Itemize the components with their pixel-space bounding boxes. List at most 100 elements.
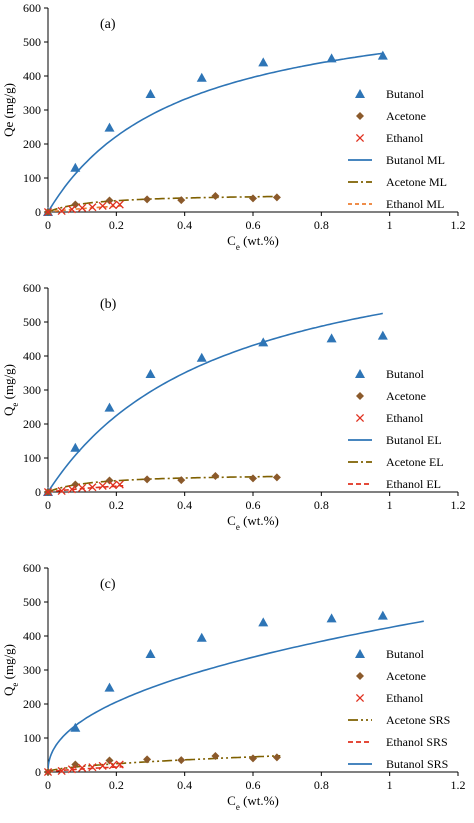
ethanol-marker-stroke bbox=[43, 207, 53, 217]
y-tick-label: 300 bbox=[23, 663, 41, 677]
legend-entry: Acetone SRS bbox=[348, 713, 450, 727]
acetone-marker bbox=[272, 193, 281, 202]
ethanol-marker bbox=[88, 483, 97, 492]
x-axis-label: Ce (wt.%) bbox=[227, 793, 279, 812]
legend-label: Acetone bbox=[386, 109, 426, 123]
legend-entry: Ethanol EL bbox=[348, 477, 441, 491]
legend-label: Acetone ML bbox=[386, 175, 447, 189]
acetone-marker bbox=[177, 476, 186, 485]
legend-label: Acetone bbox=[386, 389, 426, 403]
butanol-marker bbox=[196, 352, 207, 362]
acetone-marker bbox=[356, 672, 364, 680]
legend-label: Ethanol ML bbox=[386, 197, 444, 211]
ethanol-marker-stroke bbox=[98, 201, 107, 210]
fit-curve-butanol-el bbox=[48, 312, 383, 493]
butanol-marker bbox=[377, 330, 388, 340]
ethanol-marker-stroke bbox=[355, 413, 365, 423]
butanol-marker bbox=[104, 402, 115, 412]
ethanol-marker-stroke bbox=[108, 761, 117, 770]
y-tick-label: 300 bbox=[23, 103, 41, 117]
legend-label: Ethanol EL bbox=[386, 477, 441, 491]
legend-label: Acetone EL bbox=[386, 455, 444, 469]
x-tick-label: 1 bbox=[387, 218, 393, 232]
ethanol-marker-stroke bbox=[57, 486, 66, 496]
x-tick-label: 0.8 bbox=[314, 778, 329, 792]
y-tick-label: 500 bbox=[23, 595, 41, 609]
x-tick-label: 0.2 bbox=[109, 498, 124, 512]
y-tick-label: 100 bbox=[23, 451, 41, 465]
ethanol-marker bbox=[67, 205, 76, 214]
ethanol-marker bbox=[108, 761, 117, 770]
butanol-marker bbox=[70, 722, 81, 732]
acetone-marker bbox=[177, 756, 186, 765]
butanol-marker bbox=[104, 122, 115, 132]
x-tick-label: 1 bbox=[387, 778, 393, 792]
butanol-marker bbox=[258, 337, 269, 347]
acetone-marker bbox=[105, 196, 114, 205]
panel-letter: (c) bbox=[100, 577, 116, 592]
legend-label: Ethanol bbox=[386, 691, 424, 705]
legend-label: Butanol ML bbox=[386, 153, 445, 167]
x-tick-label: 0.6 bbox=[246, 218, 261, 232]
ethanol-marker-stroke bbox=[43, 767, 53, 777]
butanol-marker bbox=[145, 89, 156, 99]
ethanol-marker bbox=[115, 760, 124, 769]
ethanol-marker bbox=[115, 480, 124, 489]
acetone-marker bbox=[211, 192, 220, 201]
x-tick-label: 1 bbox=[387, 498, 393, 512]
ethanol-marker-stroke bbox=[115, 760, 124, 769]
ethanol-marker bbox=[67, 765, 76, 774]
x-tick-label: 0 bbox=[45, 498, 51, 512]
butanol-marker bbox=[196, 72, 207, 82]
ethanol-marker-stroke bbox=[78, 203, 87, 212]
butanol-marker bbox=[258, 617, 269, 627]
butanol-marker bbox=[377, 50, 388, 60]
legend-label: Ethanol bbox=[386, 411, 424, 425]
butanol-marker bbox=[70, 442, 81, 452]
y-tick-label: 600 bbox=[23, 561, 41, 575]
ethanol-marker-stroke bbox=[88, 203, 97, 212]
legend-label: Ethanol SRS bbox=[386, 735, 448, 749]
acetone-marker bbox=[249, 194, 257, 203]
acetone-marker bbox=[143, 195, 152, 204]
fit-curve-acetone-ml bbox=[48, 195, 281, 213]
x-tick-label: 0.6 bbox=[246, 778, 261, 792]
y-tick-label: 200 bbox=[23, 417, 41, 431]
ethanol-marker bbox=[57, 766, 66, 776]
legend-label: Acetone SRS bbox=[386, 713, 450, 727]
butanol-marker bbox=[326, 333, 337, 343]
butanol-marker bbox=[377, 610, 388, 620]
legend-entry: Butanol ML bbox=[348, 153, 445, 167]
ethanol-marker bbox=[78, 203, 87, 212]
acetone-marker bbox=[249, 754, 257, 763]
y-tick-label: 200 bbox=[23, 137, 41, 151]
x-tick-label: 0.8 bbox=[314, 218, 329, 232]
ethanol-marker bbox=[43, 487, 53, 497]
x-tick-label: 0.2 bbox=[109, 218, 124, 232]
y-axis-label: Qe (mg/g) bbox=[1, 83, 16, 137]
acetone-marker bbox=[272, 753, 281, 762]
x-tick-label: 0.4 bbox=[177, 778, 192, 792]
ethanol-marker-stroke bbox=[67, 765, 76, 774]
ethanol-marker bbox=[355, 413, 365, 423]
ethanol-marker bbox=[108, 481, 117, 490]
y-tick-label: 400 bbox=[23, 629, 41, 643]
acetone-marker bbox=[143, 475, 152, 484]
y-tick-label: 600 bbox=[23, 1, 41, 15]
fit-curve-butanol-srs bbox=[48, 620, 424, 773]
x-axis-label: Ce (wt.%) bbox=[227, 233, 279, 252]
ethanol-marker-stroke bbox=[67, 205, 76, 214]
ethanol-marker bbox=[98, 481, 107, 490]
y-axis-label: Qe (mg/g) bbox=[1, 644, 20, 696]
fit-curve-ethanol-ml bbox=[48, 205, 124, 213]
x-tick-label: 0.4 bbox=[177, 218, 192, 232]
x-tick-label: 0.2 bbox=[109, 778, 124, 792]
legend-entry: Acetone bbox=[356, 389, 426, 403]
butanol-marker bbox=[145, 369, 156, 379]
ethanol-marker bbox=[43, 767, 53, 777]
legend-label: Ethanol bbox=[386, 131, 424, 145]
y-tick-label: 500 bbox=[23, 35, 41, 49]
y-tick-label: 300 bbox=[23, 383, 41, 397]
acetone-marker bbox=[143, 755, 152, 764]
